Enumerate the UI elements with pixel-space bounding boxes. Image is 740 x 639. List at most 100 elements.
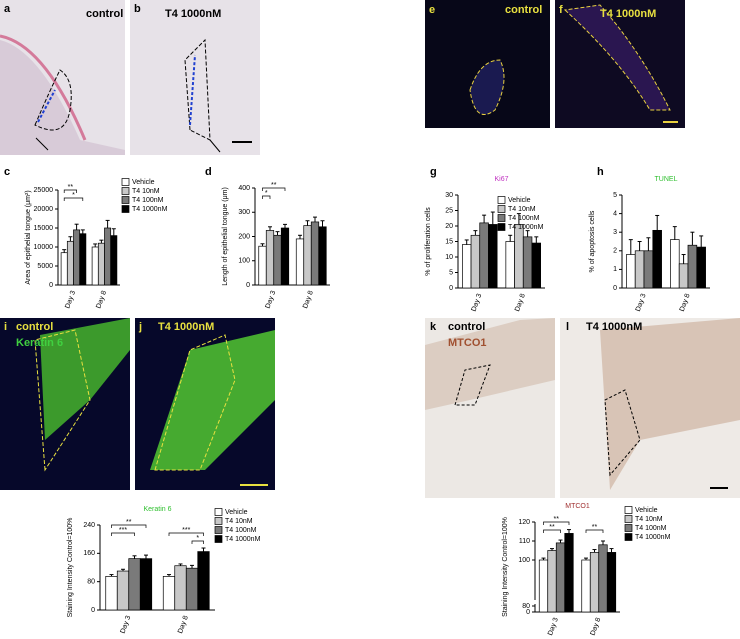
legend-label: T4 1000nM <box>508 224 544 231</box>
bar <box>598 544 608 613</box>
y-tick-label: 0 <box>49 282 53 289</box>
panel-letter: g <box>430 166 437 178</box>
y-tick-label: 100 <box>518 557 530 564</box>
legend-swatch <box>624 506 633 514</box>
legend-label: Vehicle <box>225 509 248 516</box>
panel-label: control <box>86 8 123 20</box>
axis-break <box>529 600 622 604</box>
legend-label: Vehicle <box>132 179 155 186</box>
tissue <box>600 318 740 490</box>
outline <box>34 69 72 131</box>
y-axis-label: % of apoptosis cells <box>589 210 596 272</box>
significance: ** <box>68 184 74 191</box>
panel-label: T4 1000nM <box>586 321 642 333</box>
bar <box>538 559 549 613</box>
panel-label: T4 1000nM <box>158 321 214 333</box>
y-tick-label: 5 <box>613 192 617 199</box>
bar <box>273 234 282 286</box>
panel-label: T4 1000nM <box>600 8 656 20</box>
legend-swatch <box>121 187 130 195</box>
y-tick-label: 0 <box>91 607 95 614</box>
y-axis-label: % of proliferation cells <box>425 207 432 276</box>
significance: ** <box>126 519 132 526</box>
bar <box>687 244 698 289</box>
legend-swatch <box>624 533 633 541</box>
tissue <box>0 40 125 155</box>
outline <box>454 364 491 406</box>
arrow <box>209 139 221 153</box>
panel-letter: i <box>4 321 7 333</box>
chart-title: Keratin 6 <box>143 506 171 513</box>
bar <box>91 246 99 286</box>
x-tick-label: Day 8 <box>679 293 692 313</box>
y-tick-label: 120 <box>518 519 530 526</box>
legend-swatch <box>497 223 506 231</box>
legend-swatch <box>214 517 223 525</box>
bar <box>79 233 87 286</box>
outline <box>563 4 671 111</box>
legend-label: T4 100nM <box>225 527 257 534</box>
y-tick-label: 0 <box>613 285 617 292</box>
panel-label: control <box>16 321 53 333</box>
y-tick-label: 80 <box>87 579 95 586</box>
y-tick-label: 2 <box>613 248 617 255</box>
bar <box>295 238 305 286</box>
bar <box>505 241 515 289</box>
y-tick-label: 110 <box>519 538 530 545</box>
y-tick-label: 25 <box>445 207 453 214</box>
legend-swatch <box>497 196 506 204</box>
significance: *** <box>182 527 190 534</box>
bar <box>104 227 112 286</box>
y-tick-label: 25000 <box>34 187 54 194</box>
significance: ** <box>549 524 555 531</box>
bar <box>185 567 199 611</box>
bar <box>589 552 600 613</box>
bar <box>128 558 141 611</box>
chart-title: MTCO1 <box>565 503 590 510</box>
y-axis-label: Staining Intensity Control=100% <box>67 518 74 618</box>
x-tick-label: Day 8 <box>177 615 190 635</box>
y-tick-label: 10000 <box>34 244 54 251</box>
outline <box>184 38 211 141</box>
y-tick-label: 5 <box>449 269 453 276</box>
bar <box>310 221 320 286</box>
bar <box>462 244 472 289</box>
panel-letter: e <box>429 4 435 16</box>
bar <box>162 576 176 611</box>
y-tick-label: 20000 <box>34 206 54 213</box>
significance-bracket <box>191 540 204 544</box>
significance-bracket <box>168 532 204 536</box>
significance-bracket <box>111 532 135 536</box>
panel-letter: d <box>205 166 212 178</box>
y-tick-label: 100 <box>238 258 250 265</box>
bar <box>606 552 617 613</box>
panel-letter: l <box>566 321 569 333</box>
micrograph <box>130 0 260 155</box>
bar <box>652 229 662 289</box>
legend-label: T4 1000nM <box>225 536 261 543</box>
significance-bracket <box>585 529 604 533</box>
panel-stain: Keratin 6 <box>16 337 63 349</box>
legend-label: T4 1000nM <box>132 206 168 213</box>
x-tick-label: Day 8 <box>514 293 527 313</box>
bar <box>581 559 591 613</box>
bar <box>696 246 706 289</box>
bar <box>105 576 118 611</box>
x-tick-label: Day 3 <box>265 290 278 310</box>
significance-bracket <box>63 189 77 193</box>
panel-letter: k <box>430 321 437 333</box>
y-tick-label: 10 <box>445 254 453 261</box>
bar <box>318 226 327 286</box>
legend-swatch <box>624 524 633 532</box>
y-axis-label: Area of epithelial tongue (μm²) <box>25 190 32 284</box>
bar <box>678 263 689 289</box>
legend-swatch <box>497 205 506 213</box>
y-axis-label: Staining Intensity Control=100% <box>502 517 509 617</box>
y-tick-label: 0 <box>449 285 453 292</box>
x-tick-label: Day 3 <box>471 293 484 313</box>
legend-swatch <box>214 535 223 543</box>
bar <box>564 533 574 613</box>
x-tick-label: Day 8 <box>302 290 315 310</box>
y-tick-label: 5000 <box>37 263 53 270</box>
significance-bracket <box>63 197 84 201</box>
